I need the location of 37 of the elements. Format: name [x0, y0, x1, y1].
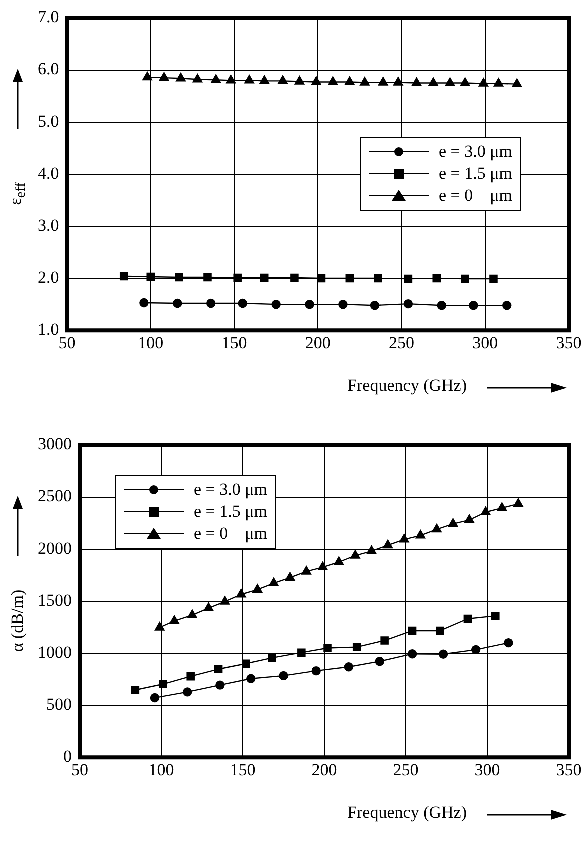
legend-label: e = 3.0 μm — [439, 142, 512, 162]
y-tick-label: 500 — [46, 695, 72, 714]
y-tick-label: 1000 — [38, 642, 72, 662]
legend-label: e = 0 μm — [194, 524, 268, 544]
x-tick-label: 300 — [472, 333, 498, 352]
y-tick-label: 4.0 — [38, 164, 60, 183]
x-tick-label: 100 — [138, 333, 164, 352]
x-tick-label: 350 — [556, 333, 582, 352]
y-tick-label: 5.0 — [38, 112, 60, 131]
legend-label: e = 0 μm — [439, 186, 512, 206]
y-tick-label: 1.0 — [38, 320, 60, 340]
x-tick-label: 300 — [474, 760, 500, 780]
x-tick-label: 250 — [389, 333, 414, 352]
y-axis-title: α (dB/m) — [8, 590, 28, 653]
x-tick-label: 50 — [58, 333, 76, 352]
y-tick-label: 2000 — [38, 538, 72, 558]
x-axis-title: Frequency (GHz) — [348, 376, 467, 396]
legend-label: e = 3.0 μm — [194, 480, 268, 500]
y-tick-label: 3000 — [38, 434, 72, 454]
x-tick-label: 150 — [222, 333, 248, 352]
y-tick-label: 1500 — [38, 590, 72, 610]
y-tick-label: 2.0 — [38, 268, 60, 287]
x-tick-label: 350 — [556, 760, 582, 780]
x-tick-label: 200 — [305, 333, 331, 352]
x-tick-label: 250 — [393, 760, 419, 780]
y-tick-label: 6.0 — [38, 60, 60, 79]
y-tick-label: 0 — [64, 747, 72, 766]
x-tick-label: 150 — [230, 760, 256, 780]
legend-label: e = 1.5 μm — [194, 502, 268, 522]
x-tick-label: 50 — [72, 760, 88, 780]
y-tick-label: 3.0 — [38, 216, 60, 235]
x-tick-label: 100 — [148, 760, 174, 780]
legend-label: e = 1.5 μm — [439, 164, 512, 184]
y-tick-label: 2500 — [38, 486, 72, 506]
x-axis-title: Frequency (GHz) — [348, 802, 467, 823]
x-tick-label: 200 — [312, 760, 338, 780]
y-tick-label: 7.0 — [38, 8, 60, 27]
